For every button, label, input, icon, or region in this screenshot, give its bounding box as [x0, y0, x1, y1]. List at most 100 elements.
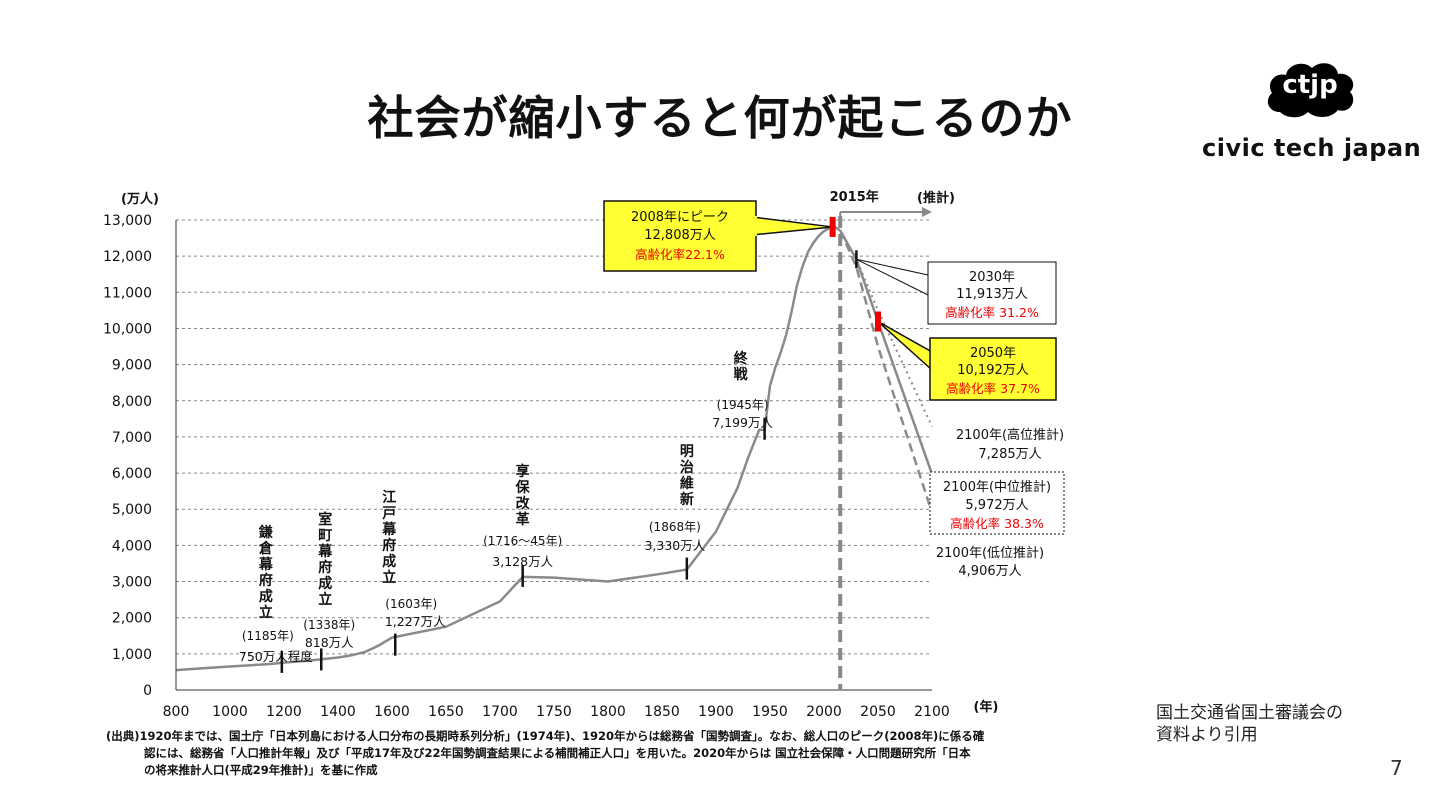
y-tick-label: 3,000 — [112, 575, 152, 591]
event-label-char: 戸 — [382, 506, 396, 522]
event-label-char: 成 — [318, 575, 332, 592]
series-line-projection-medium — [839, 229, 934, 475]
medium-2100-line3: 高齢化率 38.3% — [950, 516, 1044, 531]
x-tick-label: 1850 — [644, 704, 680, 720]
cloud-logo-icon — [1267, 63, 1354, 118]
x-tick-label: 1600 — [374, 704, 410, 720]
event-label-char: 戦 — [734, 366, 749, 383]
event-label-char: 維 — [680, 475, 694, 492]
x-tick-label: 1900 — [698, 704, 734, 720]
medium-2100-line2: 5,972万人 — [965, 498, 1028, 513]
source-note-line2: 認には、総務省「人口推計年報」及び「平成17年及び22年国勢調査結果による補間補… — [144, 746, 971, 760]
series-line-actual — [175, 225, 841, 672]
event-label-char: 府 — [382, 537, 396, 554]
callout-2030-line2: 11,913万人 — [956, 287, 1028, 302]
event-label-char: 新 — [680, 491, 694, 508]
event-label-char: 江 — [382, 489, 396, 506]
event-year-label: (1338年) — [303, 618, 355, 632]
event-label-char: 倉 — [258, 540, 274, 557]
event-label-char: 府 — [259, 572, 273, 589]
event-label-char: 府 — [318, 559, 332, 576]
chart-grid — [176, 219, 932, 655]
event-label-char: 室 — [318, 511, 332, 528]
event-label-char: 享 — [516, 463, 530, 480]
y-tick-label: 6,000 — [112, 466, 152, 482]
callout-2050-box — [929, 337, 1057, 401]
projection-arrow-head — [922, 207, 932, 217]
y-tick-label: 8,000 — [112, 394, 152, 410]
y-tick-label: 1,000 — [112, 647, 152, 663]
logo-wordmark: civic tech japan — [1202, 134, 1422, 162]
projection-start-label: 2015年 — [830, 189, 879, 205]
x-axis-label: (年) — [974, 699, 999, 715]
medium-2100-box — [929, 471, 1065, 535]
chart-events: 鎌倉幕府成立(1185年)750万人程度室町幕府成立(1338年)818万人江戸… — [239, 350, 773, 673]
event-label-char: 革 — [516, 511, 530, 528]
y-tick-label: 7,000 — [112, 430, 152, 446]
x-tick-label: 1750 — [536, 704, 572, 720]
x-tick-label: 800 — [163, 704, 190, 720]
x-tick-label: 2050 — [860, 704, 896, 720]
callout-2050-line3: 高齢化率 37.7% — [946, 381, 1040, 396]
citation-line1: 国土交通省国土審議会の — [1156, 703, 1343, 723]
callout-2030-line3: 高齢化率 31.2% — [945, 305, 1039, 320]
callout-2030-pointer-b — [856, 258, 929, 296]
event-label-char: 幕 — [317, 543, 333, 560]
chart-series — [175, 225, 934, 672]
event-label-char: 明 — [680, 444, 694, 460]
chart-axes: 0 1,000 2,000 3,000 4,000 5,000 6,000 7,000 8,00… — [103, 189, 998, 720]
event-label-char: 町 — [318, 528, 332, 544]
population-chart: 鎌倉幕府成立(1185年)750万人程度室町幕府成立(1338年)818万人江戸… — [103, 189, 1065, 720]
event-value-label: 7,199万人 — [712, 415, 773, 430]
event-label-char: 幕 — [258, 556, 274, 573]
peak-callout-line1: 2008年にピーク — [631, 210, 729, 225]
low-2100-line2: 4,906万人 — [958, 564, 1021, 579]
y-tick-label: 13,000 — [103, 213, 152, 229]
event-year-label: (1716～45年) — [483, 534, 562, 548]
peak-callout-box — [603, 200, 757, 272]
citation-line2: 資料より引用 — [1156, 725, 1258, 745]
x-tick-label: 1650 — [428, 704, 464, 720]
event-label-char: 保 — [515, 479, 531, 496]
slide-title: 社会が縮小すると何が起こるのか — [367, 91, 1073, 145]
x-tick-label: 2000 — [806, 704, 842, 720]
medium-2100-line1: 2100年(中位推計) — [943, 479, 1051, 495]
y-tick-label: 5,000 — [112, 502, 152, 518]
event-label-char: 立 — [259, 604, 273, 621]
x-tick-label: 1000 — [212, 704, 248, 720]
peak-marker — [829, 216, 836, 237]
y-axis-label: (万人) — [121, 191, 159, 207]
event-label-char: 成 — [259, 588, 273, 605]
event-year-label: (1603年) — [385, 597, 437, 611]
event-label-char: 立 — [382, 569, 396, 586]
y-tick-label: 0 — [143, 683, 152, 699]
event-label-char: 幕 — [381, 521, 397, 538]
event-label-char: 鎌 — [258, 524, 273, 541]
marker-2050 — [875, 311, 881, 332]
projection-arrow-label: (推計) — [917, 190, 955, 206]
high-2100-line1: 2100年(高位推計) — [956, 427, 1064, 443]
source-note-line3: の将来推計人口(平成29年推計)」を基に作成 — [144, 763, 378, 777]
source-note: (出典)1920年までは、国土庁「日本列島における人口分布の長期時系列分析」(1… — [106, 728, 1066, 779]
event-label-char: 治 — [680, 459, 694, 476]
event-value-label: 3,330万人 — [644, 538, 705, 553]
y-tick-label: 10,000 — [103, 321, 152, 337]
x-tick-label: 1800 — [590, 704, 626, 720]
event-label-char: 改 — [516, 495, 531, 512]
y-tick-label: 11,000 — [103, 285, 152, 301]
callout-2030-box — [927, 261, 1057, 325]
logo-mark-text: ctjp — [1282, 70, 1338, 100]
event-value-label: 818万人 — [305, 635, 354, 650]
event-value-label: 750万人程度 — [239, 649, 313, 664]
civic-tech-japan-logo: ctjp civic tech japan — [1196, 60, 1422, 170]
x-tick-label: 2100 — [914, 704, 950, 720]
callout-2030-pointer-a — [856, 258, 929, 276]
y-tick-label: 9,000 — [112, 358, 152, 374]
callout-2050-line2: 10,192万人 — [957, 363, 1029, 378]
source-note-line1: (出典)1920年までは、国土庁「日本列島における人口分布の長期時系列分析」(1… — [106, 729, 985, 743]
page-number: 7 — [1390, 756, 1403, 780]
x-tick-label: 1950 — [752, 704, 788, 720]
high-2100-line2: 7,285万人 — [978, 447, 1041, 462]
x-tick-label: 1700 — [482, 704, 518, 720]
